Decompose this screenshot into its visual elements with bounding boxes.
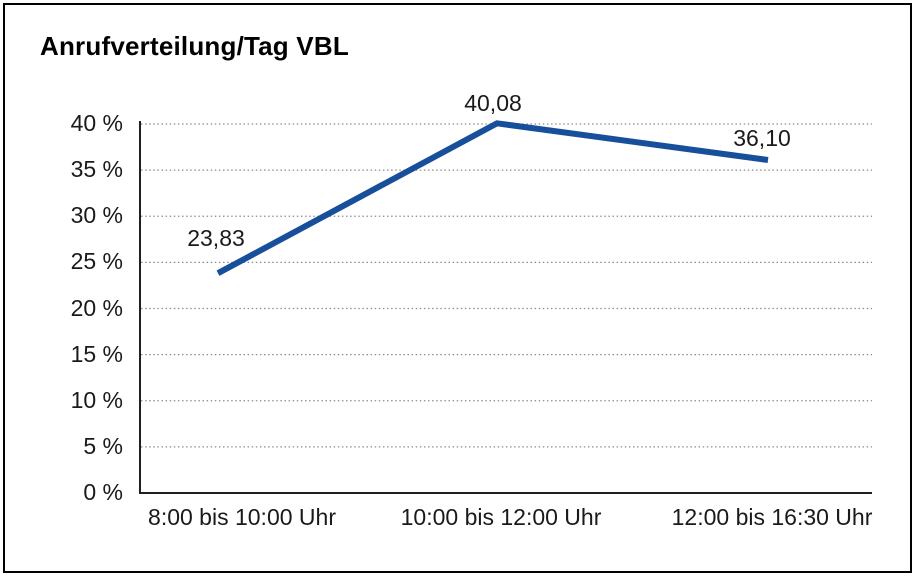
y-tick-label: 5 % xyxy=(83,432,123,459)
data-point-value-label: 23,83 xyxy=(187,225,245,252)
x-category-label: 12:00 bis 16:30 Uhr xyxy=(671,504,873,530)
data-point-value-label: 40,08 xyxy=(464,90,522,117)
data-point-value-label: 36,10 xyxy=(733,124,791,151)
data-series-line xyxy=(216,120,769,276)
y-tick-label: 30 % xyxy=(70,202,123,229)
x-category-label: 8:00 bis 10:00 Uhr xyxy=(148,504,336,530)
y-tick-label: 35 % xyxy=(70,156,123,183)
y-tick-label: 10 % xyxy=(70,386,123,413)
chart-title: Anrufverteilung/Tag VBL xyxy=(40,31,349,61)
y-tick-label: 40 % xyxy=(70,110,123,136)
y-tick-label: 15 % xyxy=(70,340,123,367)
y-tick-label: 20 % xyxy=(70,294,123,321)
y-tick-label: 0 % xyxy=(83,479,123,505)
y-tick-label: 25 % xyxy=(70,248,123,275)
x-category-label: 10:00 bis 12:00 Uhr xyxy=(400,504,602,530)
